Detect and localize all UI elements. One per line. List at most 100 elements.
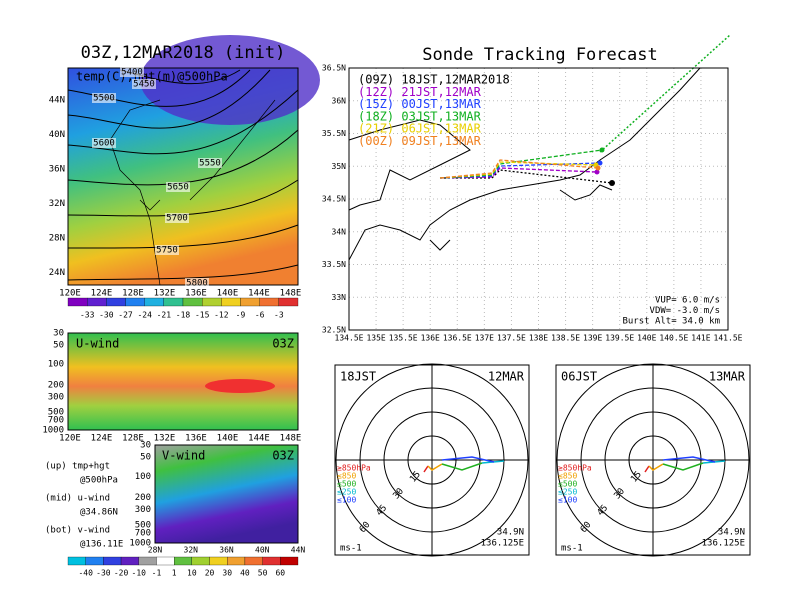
lon-label: 136.5E	[443, 334, 472, 343]
colorbar-label: 10	[187, 569, 197, 578]
lat-label: 36N	[49, 165, 65, 175]
panel-title: Sonde Tracking Forecast	[422, 45, 657, 65]
lat-label: 34.5N	[322, 195, 346, 204]
hodo-trace	[648, 463, 664, 471]
level-label: 1000	[129, 539, 151, 549]
hodo-unit: ms-1	[561, 544, 583, 554]
lat-label: 24N	[49, 268, 65, 278]
lon-label: 140E	[217, 434, 239, 444]
colorbar-swatch	[156, 556, 175, 566]
contour-label-bg	[165, 213, 189, 223]
note: @500hPa	[80, 476, 118, 486]
lat-label: 40N	[49, 130, 65, 140]
lon-label: 124E	[91, 289, 113, 299]
contour-label: 5500	[93, 94, 115, 104]
level-legend: ≤250	[558, 488, 577, 497]
lon-label: 141E	[691, 334, 710, 343]
ring-label: 60	[358, 520, 373, 535]
contour-label: 5750	[156, 246, 178, 256]
level-label: 1000	[42, 426, 64, 436]
lon-label: 144E	[248, 289, 270, 299]
contour-label: 5450	[133, 80, 155, 90]
note: (mid) u-wind	[45, 494, 110, 504]
level-legend: ≥850hPa	[337, 464, 371, 473]
lon-label: 136E	[185, 289, 207, 299]
legend-entry: (12Z) 21JST,12MAR	[358, 85, 482, 99]
lon-label: 128E	[122, 289, 144, 299]
lat-label: 34N	[332, 227, 347, 236]
hodographs	[334, 363, 751, 557]
hodo-date: 13MAR	[709, 370, 746, 384]
lat-label: 32N	[49, 199, 65, 209]
hodo-trace	[441, 456, 495, 463]
lon-label: 148E	[280, 289, 302, 299]
level-label: 100	[48, 360, 64, 370]
lon-label: 136E	[421, 334, 440, 343]
colorbar-swatch	[259, 297, 279, 307]
level-legend: ≤850	[337, 472, 356, 481]
lon-label: 140E	[217, 289, 239, 299]
v-wind-field	[155, 445, 298, 543]
colorbar-label: -1	[152, 569, 162, 578]
contour-label-bg	[166, 182, 190, 192]
lon-label: 141.5E	[714, 334, 743, 343]
colorbar-swatch	[106, 297, 126, 307]
hodo-lat: 34.9N	[497, 528, 524, 538]
colorbar-swatch	[163, 297, 184, 307]
lon-label: 135.5E	[389, 334, 418, 343]
lon-label: 124E	[91, 434, 113, 444]
contour-label: 5600	[93, 139, 115, 149]
lon-label: 137.5E	[497, 334, 526, 343]
colorbar-swatch	[227, 556, 246, 566]
colorbar-swatch	[87, 297, 107, 307]
level-legend: ≥850hPa	[558, 464, 592, 473]
legend-entry: (21Z) 06JST,13MAR	[358, 122, 482, 136]
colorbar-label: -20	[114, 569, 129, 578]
contour-label: 5400	[121, 68, 143, 78]
colorbar-swatch	[262, 556, 281, 566]
lon-label: 139.5E	[605, 334, 634, 343]
colorbar-label: -21	[157, 311, 172, 320]
colorbar-swatch	[103, 556, 122, 566]
coastline	[109, 99, 276, 286]
level-label: 700	[135, 528, 151, 538]
note: (bot) v-wind	[45, 526, 110, 536]
level-label: 300	[48, 393, 64, 403]
hodo-time: 06JST	[561, 370, 597, 384]
panel-subtitle: temp(C),hgt(m)@500hPa	[76, 70, 228, 84]
colorbar-swatch	[182, 297, 203, 307]
colorbar-swatch	[209, 556, 228, 566]
lon-label: 138E	[529, 334, 548, 343]
colorbar-label: -10	[132, 569, 147, 578]
colorbar-label: -27	[118, 311, 133, 320]
jet-core	[205, 379, 275, 393]
hodo-date: 12MAR	[488, 370, 525, 384]
lon-label: 132E	[154, 289, 176, 299]
track	[439, 159, 599, 179]
info: VUP= 6.0 m/s	[655, 296, 720, 306]
hodo-trace	[644, 465, 650, 473]
frame	[154, 444, 299, 544]
frame	[348, 67, 729, 331]
colorbar-swatch	[67, 297, 88, 307]
lat-label: 33.5N	[322, 260, 346, 269]
note: @136.11E	[80, 540, 123, 550]
hodo-trace	[662, 456, 716, 463]
colorbar-label: 60	[275, 569, 285, 578]
lon-label: 120E	[59, 434, 81, 444]
lat-label: 36N	[332, 96, 347, 105]
lat-label: 35.5N	[322, 129, 346, 138]
colorbar-label: 30	[222, 569, 232, 578]
level-legend: ≤850	[558, 472, 577, 481]
lat-label: 40N	[255, 546, 270, 555]
level-legend: ≤250	[337, 488, 356, 497]
colorbar-swatch	[191, 556, 210, 566]
lon-label: 140.5E	[659, 334, 688, 343]
level-label: 500	[135, 520, 151, 530]
level-label: 100	[135, 472, 151, 482]
contour-label-bg	[155, 245, 179, 255]
colorbar-label: -18	[176, 311, 191, 320]
track-ascent	[599, 34, 731, 153]
colorbar-bottom	[67, 556, 299, 566]
